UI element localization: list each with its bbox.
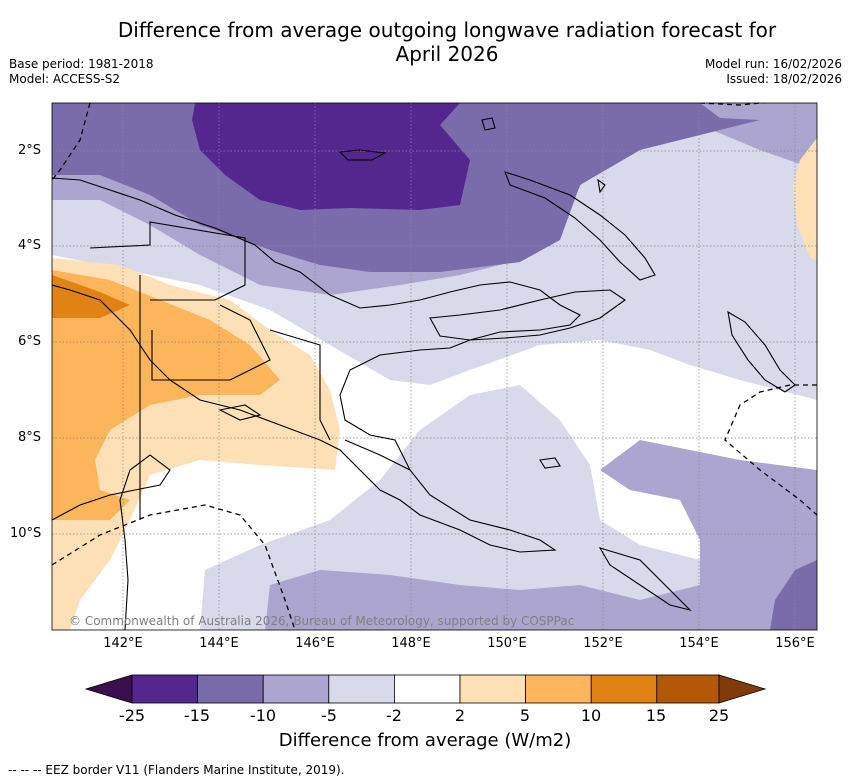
base-period-text: Base period: 1981-2018 [9,57,154,71]
small-island-2 [597,178,606,194]
model-info: Base period: 1981-2018 Model: ACCESS-S2 [9,57,154,87]
copyright-text: © Commonwealth of Australia 2026, Bureau… [69,614,575,628]
colorbar-tick: -10 [249,706,277,725]
lon-label-154e: 154°E [679,636,719,651]
contour-m10-m5-se [265,440,817,630]
lat-label-10s: 10°S [10,526,42,541]
political-borders [89,221,411,520]
colorbar-tick: -15 [183,706,211,725]
eez-borders [52,103,817,630]
map-frame [51,102,818,631]
lat-label-2s: 2°S [18,143,42,158]
louisiade-islands [598,547,692,612]
colorbar-title: Difference from average (W/m2) [278,730,572,751]
new-guinea-coast [52,177,581,553]
contour-m5-m2-south [200,385,817,630]
colorbar-bin-15-25 [656,674,720,704]
colorbar-tick: -25 [118,706,146,725]
lon-label-150e: 150°E [487,636,527,651]
colorbar-bin-m25-m15 [131,674,198,704]
lon-label-152e: 152°E [583,636,623,651]
colorbar-bin-2-5 [459,674,526,704]
small-island-1 [481,117,496,131]
new-ireland-coast [504,171,656,281]
contour-below-m15 [192,103,470,210]
australia-coast [52,454,171,630]
colorbar-bin-10-15 [590,674,658,704]
colorbar-extend-high [718,674,767,704]
colorbar-tick: 5 [519,706,531,725]
lat-label-8s: 8°S [18,430,42,445]
bougainville-coast [727,310,796,393]
run-info: Model run: 16/02/2026 Issued: 18/02/2026 [705,57,842,87]
lon-label-148e: 148°E [391,636,431,651]
anomaly-field [52,103,817,630]
lon-label-156e: 156°E [775,636,815,651]
colorbar-tick: 10 [580,706,602,725]
contour-p2-5-east [793,138,817,260]
lat-label-6s: 6°S [18,334,42,349]
lon-label-142e: 142°E [103,636,143,651]
contour-p5-10 [52,270,280,520]
new-britain-coast [429,289,626,341]
colorbar-bin-m2-2 [393,674,461,704]
colorbar-bin-m15-m10 [197,674,264,704]
title-line-1: Difference from average outgoing longwav… [117,18,777,42]
manus-coast [338,149,387,161]
lon-label-146e: 146°E [295,636,335,651]
title-line-2: April 2026 [395,42,499,66]
map-title: Difference from average outgoing longwav… [90,18,804,66]
colorbar-bin-m5-m2 [328,674,395,704]
trobriand-islands [539,457,561,469]
graticule [52,103,817,630]
colorbar-tick: 2 [454,706,466,725]
lon-label-144e: 144°E [199,636,239,651]
colorbar [84,674,767,704]
colorbar-tick: 25 [708,706,730,725]
eez-footnote: -- -- -- EEZ border V11 (Flanders Marine… [8,763,345,777]
lat-label-4s: 4°S [18,238,42,253]
contour-m15-m10-se [770,560,817,630]
colorbar-extend-low [84,674,133,704]
issued-text: Issued: 18/02/2026 [726,72,842,86]
colorbar-bin-5-10 [525,674,592,704]
colorbar-tick: -5 [321,706,337,725]
colorbar-bin-m10-m5 [262,674,330,704]
coastlines [52,117,796,630]
colorbar-tick: 15 [645,706,667,725]
colorbar-tick: -2 [386,706,402,725]
gulf-islands [218,404,262,421]
model-run-text: Model run: 16/02/2026 [704,57,842,71]
model-text: Model: ACCESS-S2 [9,72,121,86]
